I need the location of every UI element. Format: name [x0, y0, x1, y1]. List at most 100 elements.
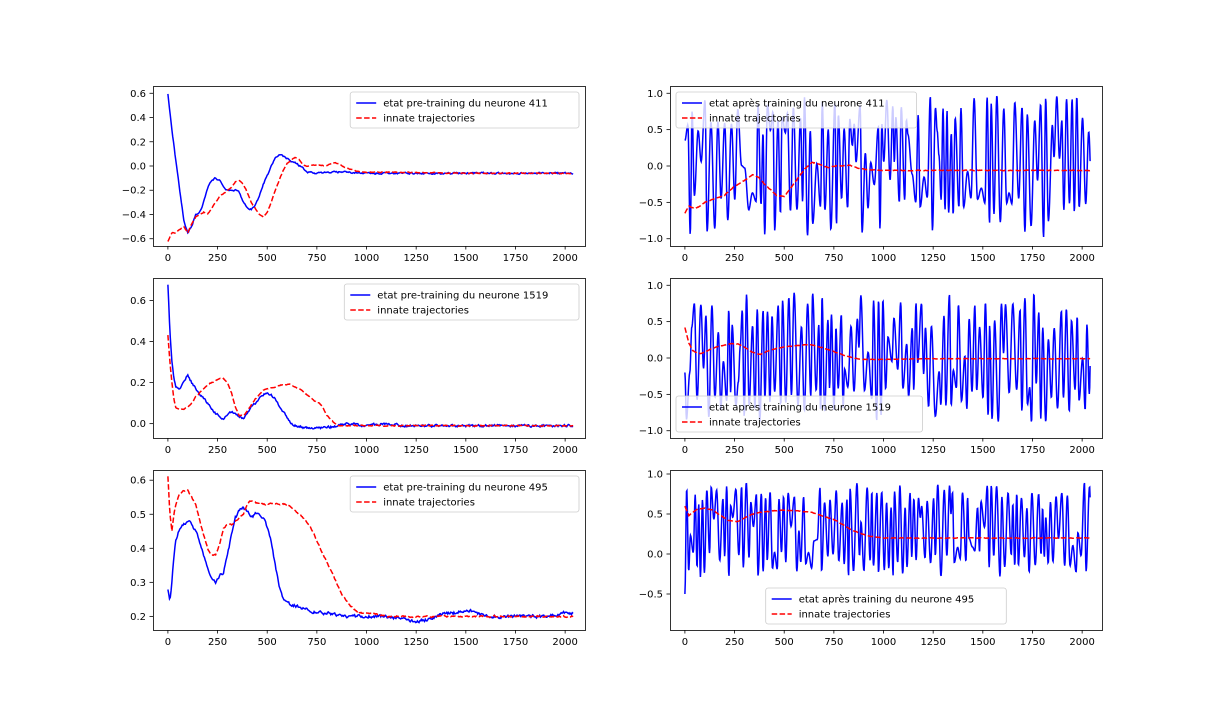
x-tick-label: 1250	[403, 253, 428, 264]
x-tick-label: 1000	[871, 637, 896, 648]
y-tick-label: 0.3	[130, 578, 146, 589]
legend-box	[675, 91, 918, 129]
legend-label: innate trajectories	[383, 114, 475, 125]
x-tick-label: 250	[208, 253, 227, 264]
y-tick-label: −0.5	[639, 390, 663, 401]
legend-box	[675, 395, 923, 433]
legend: etat après training du neurone 411 innate…	[675, 91, 918, 129]
y-tick-label: −0.5	[639, 198, 663, 209]
legend-box	[349, 91, 580, 129]
x-tick-label: 500	[258, 445, 277, 456]
legend-box	[343, 283, 580, 321]
x-tick-label: 2000	[1069, 253, 1094, 264]
series-line-innate	[167, 476, 574, 619]
series-line-state	[167, 93, 574, 235]
x-tick-label: 2000	[552, 637, 577, 648]
chart-panel-post-495: 0 250 500 750 1000 1250 1500 1750 2000 −0.5 0.0 0.5…	[639, 470, 1103, 648]
x-tick-label: 500	[775, 445, 794, 456]
chart-panel-pre-1519: 0 250 500 750 1000 1250 1500 1750 2000 0.0 0.2 0.4 0…	[130, 278, 586, 456]
x-tick-label: 0	[682, 637, 688, 648]
x-tick-label: 500	[258, 253, 277, 264]
y-tick-label: 0.0	[647, 354, 663, 365]
x-tick-label: 1750	[1020, 253, 1045, 264]
y-tick-label: 0.0	[130, 419, 146, 430]
x-tick-label: 250	[725, 445, 744, 456]
y-tick-label: 0.0	[130, 162, 146, 173]
chart-panel-post-1519: 0 250 500 750 1000 1250 1500 1750 2000 −1.0 −0.5 0.…	[639, 278, 1103, 456]
y-tick-label: −0.6	[122, 234, 146, 245]
axes-frame	[670, 470, 1103, 631]
x-tick-label: 1500	[970, 637, 995, 648]
y-tick-label: 0.6	[130, 476, 146, 487]
x-tick-label: 1000	[871, 253, 896, 264]
series-line-innate	[684, 327, 1091, 361]
x-tick-label: 1250	[403, 445, 428, 456]
series-line-state	[684, 292, 1091, 423]
x-tick-label: 2000	[552, 253, 577, 264]
legend: etat pre-training du neurone 1519 innate …	[343, 283, 580, 321]
x-tick-label: 0	[165, 637, 171, 648]
legend: etat pre-training du neurone 495 innate t…	[349, 475, 580, 513]
x-tick-label: 750	[824, 445, 843, 456]
legend-label: etat après training du neurone 411	[709, 98, 885, 110]
series-line-innate	[167, 156, 574, 242]
x-tick-label: 1500	[453, 445, 478, 456]
x-tick-label: 2000	[1069, 637, 1094, 648]
y-tick-label: 0.5	[647, 317, 663, 328]
series-line-innate	[167, 335, 574, 428]
x-tick-label: 500	[775, 637, 794, 648]
x-tick-label: 2000	[1069, 445, 1094, 456]
x-tick-label: 0	[165, 445, 171, 456]
x-tick-label: 500	[775, 253, 794, 264]
axes-frame	[670, 86, 1103, 247]
series-line-state	[167, 506, 574, 624]
x-tick-label: 750	[307, 253, 326, 264]
legend-label: etat après training du neurone 1519	[709, 402, 891, 414]
y-tick-label: 0.4	[130, 113, 146, 124]
chart-panel-pre-411: 0 250 500 750 1000 1250 1500 1750 2000 −0.6 −0.4 −0…	[122, 86, 586, 264]
x-tick-label: 1250	[920, 445, 945, 456]
legend-box	[349, 475, 580, 513]
x-tick-label: 1750	[503, 253, 528, 264]
legend-label: etat pre-training du neurone 411	[383, 99, 548, 110]
x-tick-label: 0	[682, 253, 688, 264]
x-tick-label: 750	[824, 253, 843, 264]
legend-label: etat pre-training du neurone 1519	[377, 291, 548, 302]
y-tick-label: −0.5	[639, 590, 663, 601]
y-tick-label: 0.5	[647, 510, 663, 521]
y-tick-label: 1.0	[647, 89, 663, 100]
x-tick-label: 1000	[871, 445, 896, 456]
legend: etat après training du neurone 1519 innat…	[675, 395, 923, 433]
y-tick-label: 0.2	[130, 137, 146, 148]
axes-frame	[153, 278, 586, 439]
series-line-innate	[684, 505, 1091, 540]
x-tick-label: 1500	[970, 253, 995, 264]
legend-label: innate trajectories	[383, 498, 475, 509]
chart-panel-post-411: 0 250 500 750 1000 1250 1500 1750 2000 −1.0 −0.5 0.…	[639, 86, 1103, 264]
y-tick-label: −0.2	[122, 186, 146, 197]
axes-frame	[153, 470, 586, 631]
y-tick-label: 0.4	[130, 337, 146, 348]
axes-frame	[153, 86, 586, 247]
y-tick-label: 0.2	[130, 612, 146, 623]
x-tick-label: 250	[725, 637, 744, 648]
legend-box	[765, 587, 1007, 625]
x-tick-label: 1500	[453, 253, 478, 264]
y-tick-label: 0.5	[647, 125, 663, 136]
series-line-state	[684, 482, 1091, 595]
legend-label: etat pre-training du neurone 495	[383, 483, 548, 494]
x-tick-label: 1250	[920, 637, 945, 648]
y-tick-label: 0.0	[647, 550, 663, 561]
y-tick-label: 0.4	[130, 544, 146, 555]
x-tick-label: 1250	[403, 637, 428, 648]
x-tick-label: 500	[258, 637, 277, 648]
y-tick-label: −1.0	[639, 234, 663, 245]
y-tick-label: 0.5	[130, 510, 146, 521]
legend-label: innate trajectories	[709, 418, 801, 429]
x-tick-label: 1000	[354, 445, 379, 456]
y-tick-label: −1.0	[639, 426, 663, 437]
y-tick-label: 0.2	[130, 378, 146, 389]
series-line-innate	[684, 161, 1091, 214]
legend-label: innate trajectories	[709, 114, 801, 125]
